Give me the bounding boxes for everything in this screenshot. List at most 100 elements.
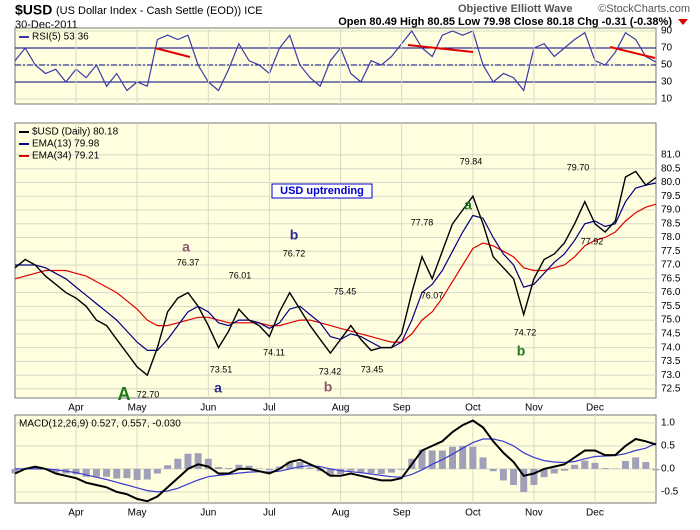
x-tick-label: May — [128, 508, 147, 519]
y-tick-label: 81.0 — [661, 150, 681, 161]
histogram-bar — [530, 468, 538, 486]
wave-label: b — [324, 379, 333, 395]
series-line — [14, 29, 657, 92]
series-line — [15, 438, 657, 493]
panel-background — [14, 27, 657, 105]
price-label: 74.11 — [263, 347, 285, 357]
wave-label: a — [464, 197, 472, 213]
y-tick-label: 1.0 — [661, 417, 675, 428]
panel-label: MACD(12,26,9) 0.527, 0.557, -0.030 — [19, 419, 181, 430]
histogram-bar — [52, 468, 60, 473]
y-tick-label: 78.0 — [661, 232, 681, 243]
histogram-bar — [398, 468, 406, 470]
rsi-trend-line — [407, 44, 474, 53]
y-tick-label: 72.5 — [661, 384, 681, 395]
legend-label: RSI(5) 53.36 — [32, 32, 89, 43]
x-tick-label: Dec — [586, 508, 604, 519]
y-tick-label: 77.0 — [661, 260, 681, 271]
histogram-bar — [469, 446, 477, 469]
y-tick-label: 75.0 — [661, 315, 681, 326]
y-tick-label: 0.0 — [661, 464, 675, 475]
histogram-bar — [31, 466, 39, 469]
price-label: 79.70 — [567, 162, 590, 172]
panel-background — [14, 414, 657, 504]
series-line — [14, 419, 657, 503]
histogram-bar — [479, 457, 487, 469]
histogram-bar — [306, 467, 314, 469]
price-label: 72.70 — [137, 389, 160, 399]
histogram-bar — [143, 468, 151, 480]
x-tick-label: Aug — [332, 508, 350, 519]
histogram-bar — [489, 468, 497, 472]
wave-label: b — [290, 227, 299, 243]
histogram-bar — [510, 468, 518, 486]
x-tick-label: Sep — [393, 508, 411, 519]
histogram-bar — [581, 460, 589, 469]
quote: Open 80.49 High 80.85 Low 79.98 Close 80… — [338, 16, 672, 28]
x-tick-label: Nov — [525, 508, 543, 519]
histogram-bar — [164, 465, 172, 469]
price-label: 77.92 — [581, 236, 604, 246]
legend-label: $USD (Daily) 80.18 — [32, 127, 119, 138]
histogram-bar — [184, 453, 192, 469]
annotation: USD uptrending — [280, 185, 364, 197]
price-label: 73.51 — [210, 364, 233, 374]
y-tick-label: 73.5 — [661, 356, 681, 367]
x-tick-label: Oct — [465, 403, 481, 414]
histogram-bar — [652, 468, 660, 471]
y-tick-label: 50 — [661, 60, 673, 71]
histogram-bar — [92, 468, 100, 477]
x-tick-label: Aug — [332, 403, 350, 414]
histogram-bar — [265, 468, 273, 471]
histogram-bar — [347, 468, 355, 471]
legend-label: EMA(34) 79.21 — [32, 151, 100, 162]
histogram-bar — [113, 468, 121, 479]
histogram-bar — [459, 445, 467, 469]
y-tick-label: 74.0 — [661, 342, 681, 353]
wave-label: a — [182, 239, 190, 255]
y-tick-label: 80.5 — [661, 163, 681, 174]
y-tick-label: 10 — [661, 94, 673, 105]
y-tick-label: 76.5 — [661, 273, 681, 284]
y-tick-label: 0.5 — [661, 441, 675, 452]
histogram-bar — [642, 461, 650, 469]
histogram-bar — [214, 467, 222, 469]
y-tick-label: 90 — [661, 26, 673, 37]
x-tick-label: Jul — [263, 403, 276, 414]
histogram-bar — [194, 453, 202, 469]
histogram-bar — [133, 468, 141, 480]
histogram-bar — [560, 468, 568, 471]
series-line — [14, 203, 657, 343]
histogram-bar — [418, 449, 426, 469]
histogram-bar — [245, 465, 253, 469]
histogram-bar — [286, 461, 294, 469]
price-label: 79.84 — [460, 156, 483, 166]
histogram-bar — [174, 458, 182, 469]
panel-background — [14, 122, 657, 399]
histogram-bar — [337, 468, 345, 474]
annotator: Objective Elliott Wave — [458, 3, 573, 15]
price-label: 74.72 — [514, 327, 537, 337]
histogram-bar — [82, 468, 90, 477]
legend-label: EMA(13) 79.98 — [32, 139, 100, 150]
y-tick-label: 74.5 — [661, 329, 681, 340]
y-tick-label: 70 — [661, 43, 673, 54]
x-tick-label: Jun — [200, 403, 216, 414]
x-tick-label: Dec — [586, 403, 604, 414]
y-tick-label: 77.5 — [661, 246, 681, 257]
y-tick-label: 78.5 — [661, 218, 681, 229]
x-tick-label: Sep — [393, 403, 411, 414]
y-tick-label: 30 — [661, 77, 673, 88]
histogram-bar — [357, 468, 365, 473]
histogram-bar — [520, 468, 528, 492]
histogram-bar — [387, 468, 395, 473]
series-line — [14, 170, 657, 377]
histogram-bar — [601, 467, 609, 469]
wave-label: A — [118, 384, 131, 404]
histogram-bar — [72, 468, 80, 475]
price-label: 76.01 — [229, 270, 252, 280]
histogram-bar — [591, 462, 599, 469]
histogram-bar — [296, 461, 304, 469]
histogram-bar — [204, 458, 212, 469]
price-label: 73.45 — [361, 364, 384, 374]
